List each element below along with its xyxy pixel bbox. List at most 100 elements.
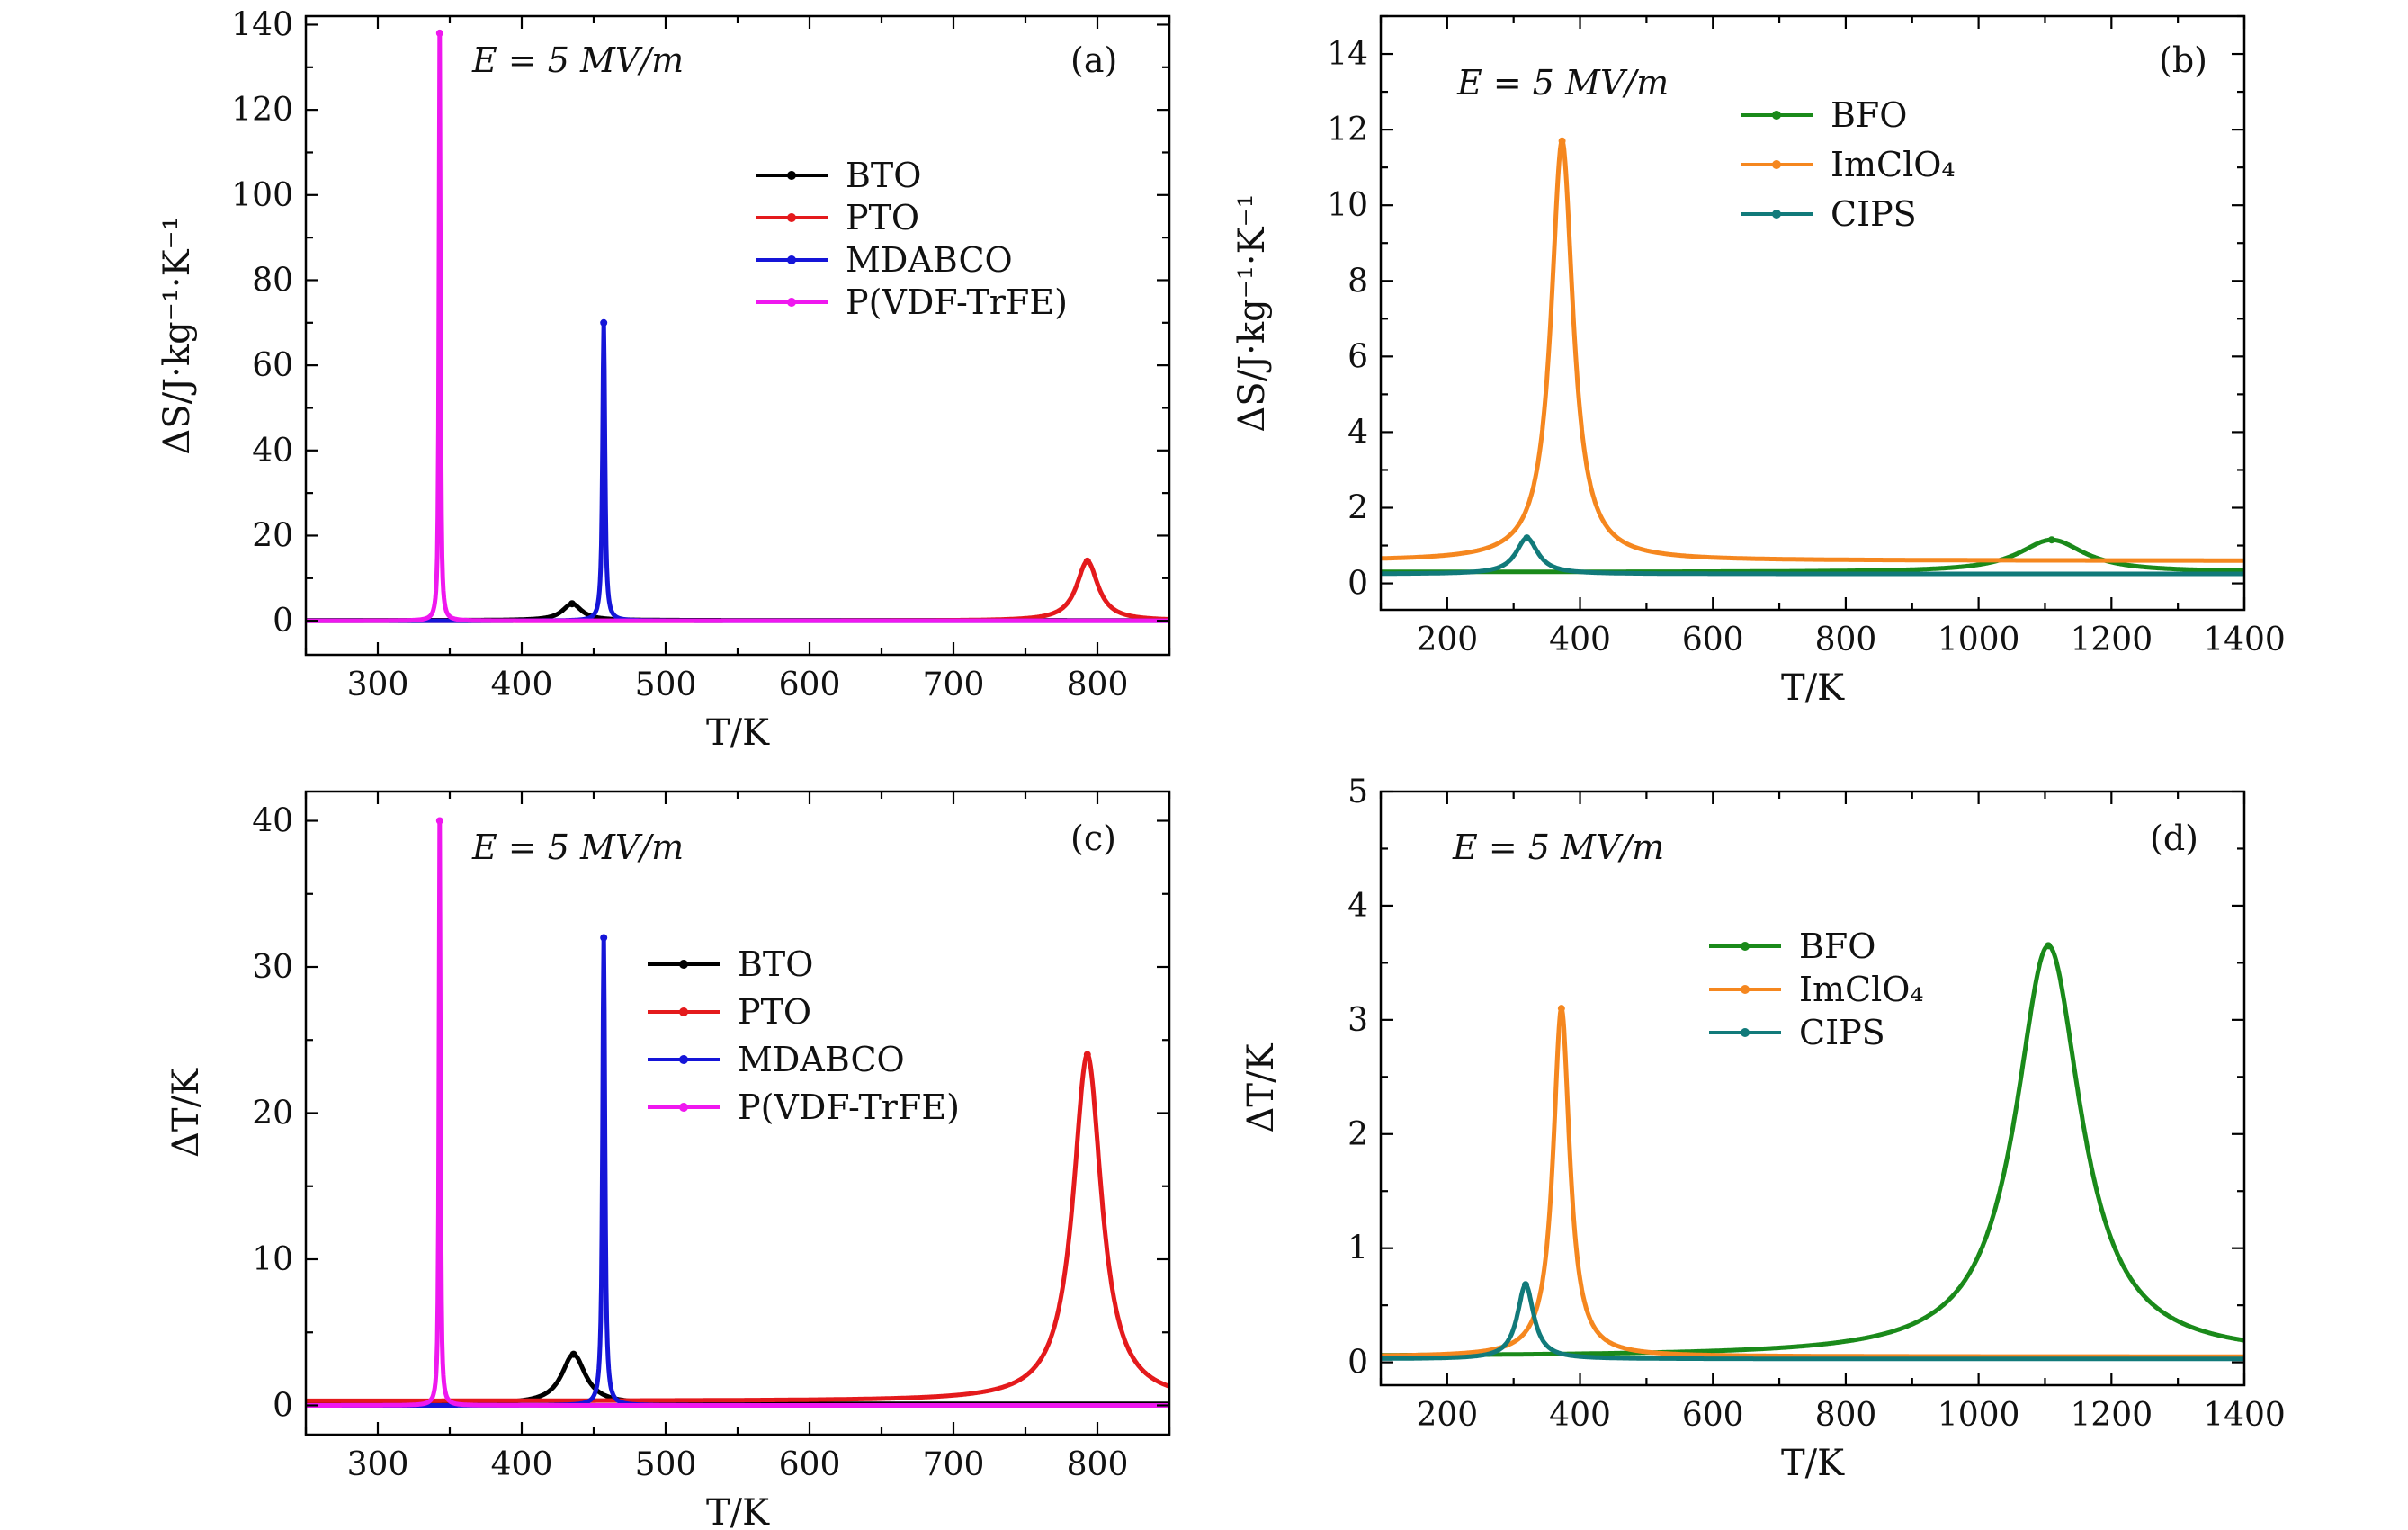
legend-label-d-1: ImClO₄ (1799, 970, 1924, 1009)
peak-point-b-0-0 (2047, 536, 2055, 544)
series-line-d-0 (1381, 943, 2244, 1358)
legend-label-c-2: MDABCO (738, 1040, 905, 1079)
y-tick-label-d-5: 5 (1347, 774, 1368, 810)
series-line-b-0 (1381, 537, 2244, 575)
legend-marker-c-2 (679, 1055, 688, 1064)
peak-point-c-0-0 (569, 1350, 577, 1358)
legend-marker-a-2 (787, 255, 796, 264)
x-tick-label-a-2: 500 (635, 667, 697, 703)
peak-point-a-0-0 (568, 600, 576, 608)
y-tick-label-b-5: 10 (1327, 187, 1368, 224)
legend-label-b-2: CIPS (1831, 194, 1917, 234)
x-tick-label-b-2: 600 (1682, 622, 1744, 658)
legend-marker-b-2 (1772, 210, 1781, 219)
y-tick-label-b-2: 4 (1347, 414, 1368, 451)
panel-annotation-c: (c) (1070, 819, 1116, 858)
legend-marker-a-1 (787, 213, 796, 222)
panel-c: 300 400 500 600 700 800 0 10 20 30 40 T/K ΔT/K E = 5 … (166, 790, 1171, 1530)
y-tick-label-b-1: 2 (1347, 489, 1368, 526)
y-tick-label-a-2: 40 (252, 433, 293, 470)
legend-marker-a-3 (787, 298, 796, 307)
y-tick-label-a-0: 0 (273, 603, 293, 640)
y-tick-label-b-6: 12 (1327, 112, 1368, 148)
panel-d: 200 400 600 800 1000 1200 1400 0 1 2 3 4 5 T/K ΔT/K E =… (1240, 774, 2286, 1484)
x-tick-label-b-5: 1200 (2070, 622, 2153, 658)
x-tick-label-a-0: 300 (347, 667, 409, 703)
y-axis-label-a: ΔS/J·kg⁻¹·K⁻¹ (157, 216, 198, 454)
x-tick-label-b-3: 800 (1815, 622, 1877, 658)
series-line-b-1 (1381, 139, 2244, 563)
y-tick-label-b-7: 14 (1327, 36, 1368, 73)
legend-marker-a-0 (787, 171, 796, 180)
x-tick-label-d-1: 400 (1549, 1397, 1611, 1434)
series-line-b-2 (1381, 535, 2244, 577)
x-tick-label-d-2: 600 (1682, 1397, 1744, 1434)
legend-label-b-1: ImClO₄ (1831, 145, 1956, 184)
peak-point-a-3-0 (435, 29, 443, 37)
x-tick-label-c-2: 500 (635, 1446, 697, 1483)
legend-c: BTO PTO MDABCO P(VDF-TrFE) (648, 944, 960, 1127)
x-tick-label-d-6: 1400 (2203, 1397, 2286, 1434)
x-tick-label-c-5: 800 (1067, 1446, 1129, 1483)
y-axis-label-c: ΔT/K (166, 1068, 207, 1158)
plot-area-b (1381, 137, 2244, 577)
peak-point-d-0-0 (2045, 942, 2053, 950)
x-tick-label-b-4: 1000 (1938, 622, 2020, 658)
y-tick-label-d-3: 3 (1347, 1002, 1368, 1039)
x-tick-label-c-1: 400 (491, 1446, 553, 1483)
legend-label-a-2: MDABCO (846, 240, 1013, 280)
x-axis-label-c: T/K (706, 1492, 770, 1530)
legend-marker-c-0 (679, 960, 688, 969)
peak-point-c-2-0 (600, 934, 608, 942)
x-tick-label-d-5: 1200 (2070, 1397, 2153, 1434)
series-line-d-1 (1381, 1006, 2244, 1359)
x-tick-label-a-4: 700 (923, 667, 985, 703)
y-tick-label-c-0: 0 (273, 1388, 293, 1425)
x-tick-label-b-6: 1400 (2203, 622, 2286, 658)
x-tick-label-c-0: 300 (347, 1446, 409, 1483)
y-axis-label-b: ΔS/J·kg⁻¹·K⁻¹ (1231, 193, 1273, 432)
y-tick-label-b-0: 0 (1347, 566, 1368, 603)
legend-label-d-0: BFO (1799, 926, 1875, 966)
y-axis-label-d: ΔT/K (1240, 1042, 1282, 1132)
peak-point-a-1-0 (1083, 557, 1091, 565)
legend-label-d-2: CIPS (1799, 1013, 1885, 1052)
y-tick-label-d-2: 2 (1347, 1116, 1368, 1153)
x-axis-label-d: T/K (1781, 1443, 1845, 1484)
y-tick-label-d-4: 4 (1347, 888, 1368, 925)
x-tick-label-b-1: 400 (1549, 622, 1611, 658)
y-tick-label-d-1: 1 (1347, 1230, 1368, 1267)
plot-area-a (306, 29, 1169, 623)
legend-marker-d-0 (1741, 942, 1750, 951)
y-tick-label-c-4: 40 (252, 803, 293, 840)
legend-d: BFO ImClO₄ CIPS (1709, 926, 1924, 1052)
x-tick-label-d-0: 200 (1416, 1397, 1478, 1434)
x-tick-label-c-4: 700 (923, 1446, 985, 1483)
legend-label-a-0: BTO (846, 156, 921, 195)
peak-point-c-3-0 (435, 817, 443, 825)
peak-point-b-1-0 (1558, 137, 1566, 145)
y-tick-label-c-1: 10 (252, 1241, 293, 1278)
series-line-d-2 (1381, 1282, 2244, 1362)
x-tick-label-c-3: 600 (779, 1446, 841, 1483)
peak-point-d-2-0 (1521, 1281, 1529, 1289)
y-tick-label-a-4: 80 (252, 262, 293, 299)
y-tick-label-b-3: 6 (1347, 338, 1368, 375)
legend-marker-d-1 (1741, 985, 1750, 994)
y-tick-label-b-4: 8 (1347, 263, 1368, 300)
legend-marker-b-0 (1772, 111, 1781, 120)
legend-marker-c-1 (679, 1007, 688, 1016)
y-tick-label-a-1: 20 (252, 517, 293, 554)
panel-b: 200 400 600 800 1000 1200 1400 0 2 4 6 8 10 12 14 T/K ΔS… (1231, 14, 2286, 709)
panel-annotation-b: (b) (2159, 40, 2207, 80)
plot-frame-b (1379, 14, 2246, 612)
legend-label-b-0: BFO (1831, 95, 1907, 135)
y-tick-label-a-3: 60 (252, 347, 293, 384)
x-tick-label-d-4: 1000 (1938, 1397, 2020, 1434)
y-tick-label-d-0: 0 (1347, 1345, 1368, 1382)
legend-marker-b-1 (1772, 160, 1781, 169)
y-tick-label-a-5: 100 (231, 177, 293, 214)
field-label-a: E = 5 MV/m (471, 40, 684, 80)
